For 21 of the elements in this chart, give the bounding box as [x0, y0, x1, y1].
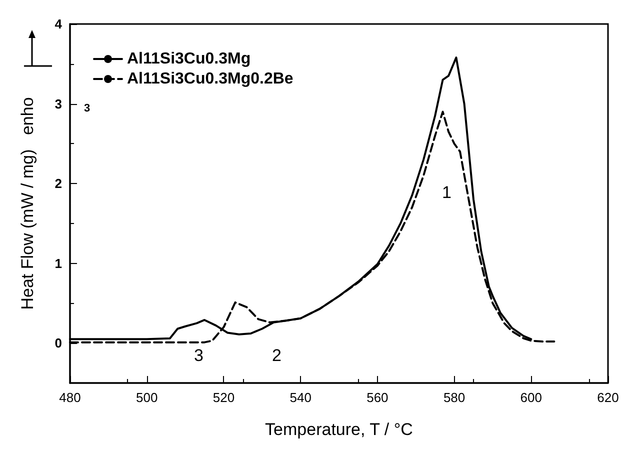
annotation: 2 — [272, 346, 282, 365]
y-tick-label: 3 — [54, 96, 62, 112]
x-tick-label: 560 — [366, 390, 388, 405]
x-axis-title: Temperature, T / °C — [265, 420, 413, 439]
x-tick-label: 500 — [136, 390, 158, 405]
annotation: 3 — [84, 102, 90, 114]
y-tick-label: 2 — [54, 176, 62, 192]
x-tick-label: 540 — [290, 390, 312, 405]
legend-label: Al11Si3Cu0.3Mg — [127, 50, 251, 68]
annotation: 3 — [194, 346, 204, 365]
y-tick-label: 1 — [54, 256, 62, 271]
annotation: 1 — [442, 183, 452, 202]
x-tick-label: 520 — [212, 390, 235, 405]
y-axis-title: Heat Flow (mW / mg) enho — [18, 97, 37, 310]
x-tick-label: 580 — [443, 390, 466, 405]
x-tick-label: 600 — [520, 390, 542, 405]
y-tick-label: 0 — [54, 336, 62, 351]
x-tick-label: 620 — [597, 390, 619, 405]
y-tick-label: 4 — [54, 16, 63, 32]
legend-label: Al11Si3Cu0.3Mg0.2Be — [127, 70, 294, 88]
x-tick-label: 480 — [59, 390, 81, 405]
